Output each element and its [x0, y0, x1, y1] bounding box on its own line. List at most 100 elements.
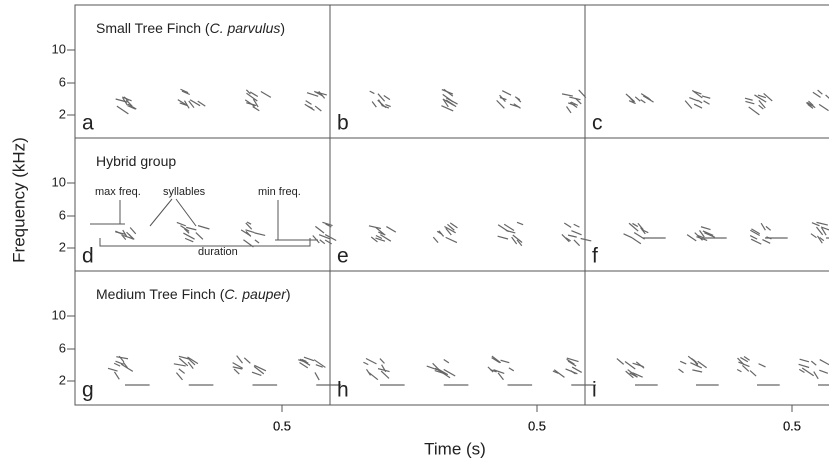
- syllable-trace: [745, 101, 754, 103]
- y-tick-label: 10: [52, 41, 66, 56]
- syllable-trace: [325, 240, 332, 244]
- syllable-trace: [638, 223, 643, 230]
- annotation: min freq.: [258, 186, 301, 198]
- syllable-trace: [574, 224, 580, 227]
- syllable-trace: [108, 368, 118, 371]
- syllable-trace: [237, 356, 243, 363]
- annotation: duration: [198, 246, 238, 258]
- syllable-trace: [568, 235, 577, 237]
- syllable-trace: [691, 358, 696, 362]
- syllable-trace: [761, 223, 765, 230]
- syllable-trace: [320, 240, 325, 244]
- syllable-trace: [694, 104, 702, 108]
- syllable-trace: [433, 237, 438, 243]
- syllable-trace: [632, 238, 641, 244]
- title-species: C. pauper: [224, 286, 287, 302]
- spectrogram: [108, 356, 341, 385]
- syllable-trace: [363, 362, 368, 364]
- syllable-trace: [381, 371, 389, 378]
- syllable-trace: [498, 373, 503, 380]
- y-tick-label: 6: [59, 340, 66, 355]
- panel-frame: [75, 5, 829, 405]
- syllable-trace: [689, 98, 698, 101]
- row-title: Small Tree Finch (C. parvulus): [96, 20, 285, 36]
- spectrogram: [115, 222, 336, 247]
- syllable-trace: [119, 356, 124, 362]
- syllable-trace: [641, 94, 649, 99]
- syllable-trace: [517, 222, 523, 224]
- syllable-trace: [818, 90, 823, 94]
- y-tick-label: 2: [59, 239, 66, 254]
- syllable-trace: [679, 369, 684, 373]
- syllable-trace: [371, 237, 377, 242]
- spectrogram: [370, 89, 586, 113]
- syllable-trace: [506, 230, 515, 233]
- spectrogram: [626, 90, 829, 115]
- syllable-trace: [130, 228, 136, 234]
- y-tick-label: 2: [59, 106, 66, 121]
- syllable-trace: [114, 363, 120, 366]
- syllable-trace: [234, 369, 239, 374]
- figure: Frequency (kHz) Time (s) max freq. sylla…: [0, 0, 829, 463]
- y-tick-label: 10: [52, 174, 66, 189]
- syllable-trace: [380, 359, 385, 364]
- syllable-trace: [762, 240, 770, 244]
- syllable-trace: [750, 371, 756, 376]
- syllable-trace: [179, 369, 185, 374]
- x-tick-label: 0.5: [783, 418, 801, 433]
- syllable-trace: [685, 101, 692, 109]
- x-tick-label: 0.5: [528, 418, 546, 433]
- syllable-trace: [581, 239, 592, 241]
- panel-letter: c: [592, 112, 603, 135]
- panel-letter: g: [82, 379, 94, 402]
- y-tick-label: 10: [52, 307, 66, 322]
- syllable-trace: [174, 364, 186, 366]
- annotations: max freq. syllables min freq. duration: [90, 186, 318, 258]
- syllable-trace: [799, 369, 804, 372]
- syllable-trace: [749, 107, 760, 115]
- spectrogram: [363, 356, 595, 385]
- y-axis-label: Frequency (kHz): [9, 137, 28, 263]
- title-text: ): [286, 286, 291, 302]
- syllable-trace: [117, 106, 129, 114]
- syllable-trace: [799, 364, 810, 367]
- syllable-trace: [378, 100, 386, 107]
- title-text: ): [280, 20, 285, 36]
- syllable-trace: [121, 364, 133, 371]
- y-tick-label: 2: [59, 372, 66, 387]
- syllable-trace: [177, 222, 186, 225]
- syllable-trace: [498, 236, 508, 239]
- syllable-trace: [116, 99, 128, 102]
- syllable-trace: [196, 233, 203, 240]
- annotation: max freq.: [95, 186, 141, 198]
- syllable-trace: [680, 361, 686, 364]
- y-tick-label: 6: [59, 74, 66, 89]
- syllable-trace: [253, 107, 260, 111]
- x-axis-label: Time (s): [424, 439, 486, 458]
- syllable-trace: [114, 372, 119, 380]
- syllable-trace: [372, 102, 376, 108]
- spectrogram: [617, 356, 829, 385]
- x-tick-label: 0.5: [273, 418, 291, 433]
- syllable-trace: [564, 223, 571, 227]
- annotation: syllables: [163, 186, 206, 198]
- syllable-trace: [819, 370, 828, 373]
- y-tick-label: 6: [59, 207, 66, 222]
- spectrogram: [624, 222, 829, 244]
- syllable-trace: [315, 372, 319, 380]
- syllable-trace: [702, 96, 710, 98]
- syllable-trace: [624, 234, 633, 238]
- syllable-trace: [687, 235, 696, 241]
- row-title: Hybrid group: [96, 153, 176, 169]
- syllable-trace: [635, 97, 640, 101]
- syllable-trace: [186, 227, 196, 230]
- syllable-trace: [176, 373, 182, 380]
- panel-letter: f: [592, 245, 598, 268]
- syllable-trace: [185, 238, 193, 241]
- spectrogram: [369, 222, 591, 245]
- syllable-trace: [819, 104, 828, 110]
- panel-letter: d: [82, 245, 94, 268]
- syllable-trace: [701, 227, 711, 230]
- syllable-trace: [501, 360, 510, 362]
- syllable-trace: [315, 226, 324, 233]
